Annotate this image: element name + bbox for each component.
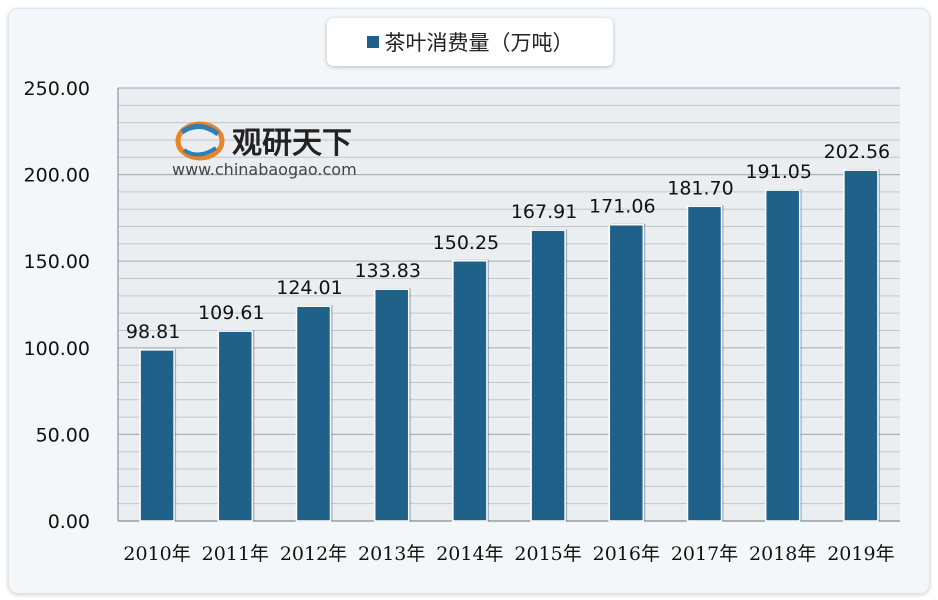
bar — [764, 189, 801, 522]
data-label: 124.01 — [276, 277, 342, 299]
x-tick-label: 2016年 — [593, 543, 660, 565]
data-label: 191.05 — [745, 161, 811, 183]
y-tick-label: 250.00 — [24, 78, 90, 100]
x-tick-label: 2019年 — [827, 543, 894, 565]
bar — [295, 305, 332, 522]
data-label: 98.81 — [126, 321, 180, 343]
data-label: 167.91 — [511, 201, 577, 223]
x-tick-label: 2011年 — [202, 543, 269, 565]
data-label: 202.56 — [824, 141, 890, 163]
data-label: 171.06 — [589, 196, 655, 218]
y-tick-label: 200.00 — [24, 165, 90, 187]
bar — [452, 260, 488, 522]
bar — [843, 169, 879, 522]
bar — [217, 330, 254, 522]
y-tick-label: 0.00 — [48, 511, 90, 533]
y-tick-label: 100.00 — [24, 338, 90, 360]
watermark: 观研天下 www.chinabaogao.com — [172, 121, 357, 179]
data-label: 150.25 — [433, 232, 499, 254]
bar — [686, 205, 723, 522]
data-label: 181.70 — [667, 177, 733, 199]
legend-label: 茶叶消费量（万吨） — [384, 31, 574, 55]
bar — [139, 349, 175, 522]
watermark-logo-icon — [175, 121, 225, 161]
x-tick-label: 2013年 — [358, 543, 425, 565]
watermark-name: 观研天下 — [232, 126, 352, 161]
legend-swatch — [366, 36, 379, 48]
x-tick-label: 2010年 — [123, 543, 190, 565]
legend: 茶叶消费量（万吨） — [327, 18, 613, 66]
x-tick-label: 2012年 — [280, 543, 347, 565]
y-tick-label: 50.00 — [36, 424, 90, 446]
data-label: 109.61 — [198, 302, 264, 324]
x-tick-label: 2015年 — [514, 543, 581, 565]
y-tick-labels: 0.00 50.00 100.00 150.00 200.00 250.00 — [24, 78, 90, 533]
bar — [608, 223, 645, 522]
x-tick-label: 2018年 — [749, 543, 816, 565]
bar — [530, 229, 566, 522]
data-label: 133.83 — [354, 260, 420, 282]
x-tick-labels: 2010年 2011年 2012年 2013年 2014年 2015年 2016年 2017年… — [123, 543, 894, 565]
data-labels: 98.81 109.61 124.01 133.83 150.25 167.91 171.0… — [126, 141, 890, 343]
x-tick-label: 2014年 — [436, 543, 503, 565]
bar — [373, 288, 410, 522]
bars — [139, 169, 880, 522]
x-tick-label: 2017年 — [671, 543, 738, 565]
y-tick-label: 150.00 — [24, 251, 90, 273]
watermark-url: www.chinabaogao.com — [172, 160, 357, 179]
